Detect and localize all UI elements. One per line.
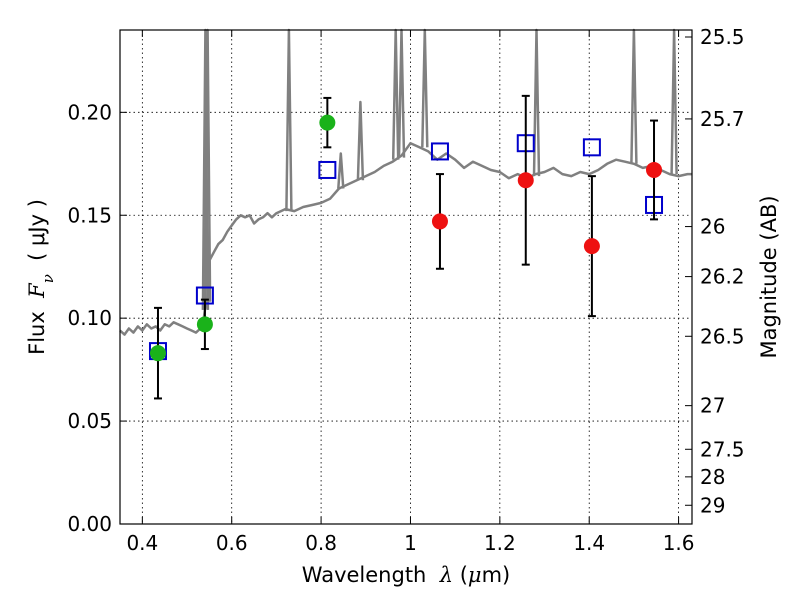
x-tick-label: 0.6 bbox=[216, 531, 248, 555]
x-tick-label: 1.2 bbox=[484, 531, 516, 555]
model-photometry-square bbox=[318, 160, 337, 179]
y2-tick-label: 29 bbox=[700, 493, 725, 517]
y2-axis-title: Magnitude (AB) bbox=[757, 195, 781, 358]
y2-tick-label: 25.5 bbox=[700, 25, 745, 49]
model-spectrum-line bbox=[119, 141, 692, 336]
emission-line bbox=[397, 28, 406, 158]
model-photometry-square bbox=[582, 138, 601, 157]
emission-line bbox=[285, 28, 293, 212]
emission-line bbox=[630, 28, 638, 164]
axis-ticks: 0.4 0.6 0.8 1 1.2 1.4 1.6 0.00 0.05 0.10 0.15 0.20 2… bbox=[67, 25, 744, 555]
y-tick-label: 0.20 bbox=[67, 100, 112, 124]
x-tick-label: 0.4 bbox=[126, 531, 158, 555]
emission-line bbox=[356, 100, 365, 181]
y-tick-label: 0.05 bbox=[67, 409, 112, 433]
y2-tick-label: 26 bbox=[700, 215, 725, 239]
emission-line bbox=[421, 28, 429, 148]
y-tick-label: 0.10 bbox=[67, 306, 112, 330]
emission-line bbox=[670, 28, 678, 175]
grid-lines bbox=[120, 30, 692, 524]
observed-flux-point bbox=[431, 213, 448, 230]
observed-flux-point bbox=[517, 172, 534, 189]
y-tick-label: 0.00 bbox=[67, 512, 112, 536]
emission-line bbox=[337, 152, 345, 189]
model-photometry-square bbox=[430, 142, 449, 161]
observed-flux-point bbox=[319, 114, 336, 131]
y2-tick-label: 26.5 bbox=[700, 324, 745, 348]
observed-flux-point bbox=[196, 316, 213, 333]
data-points-layer bbox=[148, 94, 664, 400]
x-tick-label: 1.4 bbox=[573, 531, 605, 555]
observed-flux-point bbox=[646, 161, 663, 178]
observed-flux-point bbox=[149, 345, 166, 362]
y2-tick-label: 25.7 bbox=[700, 107, 745, 131]
y2-tick-label: 26.2 bbox=[700, 265, 745, 289]
observed-flux-point bbox=[583, 238, 600, 255]
y-tick-label: 0.15 bbox=[67, 203, 112, 227]
y-axis-title: Flux Fν ( μJy ) bbox=[25, 199, 57, 355]
x-tick-label: 0.8 bbox=[305, 531, 337, 555]
y2-tick-label: 27.5 bbox=[700, 437, 745, 461]
y2-tick-label: 28 bbox=[700, 465, 725, 489]
x-tick-label: 1.6 bbox=[663, 531, 695, 555]
emission-line bbox=[532, 28, 541, 177]
x-axis-title: Wavelength λ (μm) bbox=[302, 563, 510, 587]
emission-line bbox=[391, 28, 400, 160]
model-spectrum-layer bbox=[119, 28, 692, 336]
y2-tick-label: 27 bbox=[700, 394, 725, 418]
x-tick-label: 1 bbox=[404, 531, 417, 555]
